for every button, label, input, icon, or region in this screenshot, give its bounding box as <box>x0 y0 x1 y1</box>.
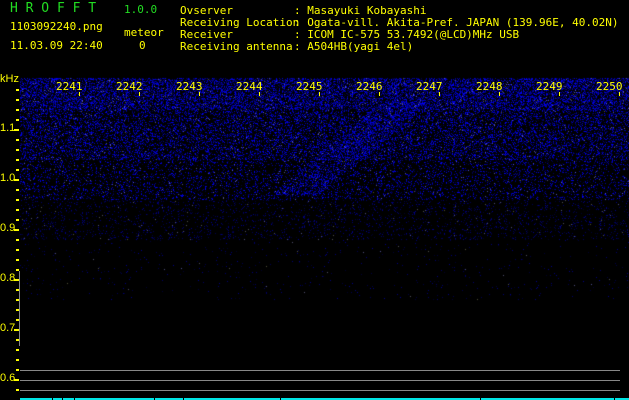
vertical-marker-line <box>19 271 20 346</box>
location-value: : Ogata-vill. Akita-Pref. JAPAN (139.96E… <box>294 16 619 29</box>
y-minor-tick <box>16 359 19 361</box>
y-minor-tick <box>16 209 19 211</box>
y-minor-tick <box>16 99 19 101</box>
x-tick-label: 2241 <box>56 80 83 93</box>
y-minor-tick <box>16 239 19 241</box>
y-minor-tick <box>16 89 19 91</box>
datetime: 11.03.09 22:40 <box>10 39 103 52</box>
x-tick-label: 2249 <box>536 80 563 93</box>
x-tick <box>379 92 380 96</box>
x-tick <box>439 92 440 96</box>
x-tick <box>139 92 140 96</box>
time-segment-bar <box>184 398 280 400</box>
x-tick-label: 2244 <box>236 80 263 93</box>
observer-label: Ovserver <box>180 4 233 17</box>
y-major-tick <box>14 279 19 281</box>
time-segment-bar <box>75 398 154 400</box>
y-minor-tick <box>16 139 19 141</box>
x-tick-label: 2243 <box>176 80 203 93</box>
time-segment-bar <box>481 398 614 400</box>
app-name: H R O F F T <box>10 1 97 16</box>
y-minor-tick <box>16 349 19 351</box>
y-minor-tick <box>16 219 19 221</box>
y-major-tick <box>14 229 19 231</box>
y-tick-label: 0.8 <box>0 272 16 284</box>
antenna-label: Receiving antenna <box>180 40 293 53</box>
y-minor-tick <box>16 389 19 391</box>
time-segment-bar <box>63 398 74 400</box>
y-tick-label: 0.6 <box>0 372 16 384</box>
meteor-count: 0 <box>139 39 146 52</box>
receiver-label: Receiver <box>180 28 233 41</box>
y-minor-tick <box>16 149 19 151</box>
y-tick-label: 0.9 <box>0 222 16 234</box>
y-minor-tick <box>16 249 19 251</box>
y-major-tick <box>14 379 19 381</box>
y-axis-unit: kHz <box>0 73 19 85</box>
y-minor-tick <box>16 339 19 341</box>
y-minor-tick <box>16 189 19 191</box>
y-minor-tick <box>16 259 19 261</box>
y-minor-tick <box>16 199 19 201</box>
y-minor-tick <box>16 169 19 171</box>
x-tick <box>559 92 560 96</box>
y-major-tick <box>14 179 19 181</box>
x-tick-label: 2248 <box>476 80 503 93</box>
x-tick-label: 2247 <box>416 80 443 93</box>
reference-line <box>20 380 620 381</box>
filename: 1103092240.png <box>10 20 103 33</box>
y-tick-label: 1.0 <box>0 172 16 184</box>
reference-line <box>20 370 620 371</box>
x-tick-label: 2245 <box>296 80 323 93</box>
y-minor-tick <box>16 309 19 311</box>
observer-value: : Masayuki Kobayashi <box>294 4 427 17</box>
receiver-value: : ICOM IC-575 53.7492(@LCD)MHz USB <box>294 28 520 41</box>
time-segment-bar <box>53 398 62 400</box>
x-tick <box>199 92 200 96</box>
x-tick <box>319 92 320 96</box>
y-minor-tick <box>16 289 19 291</box>
y-minor-tick <box>16 369 19 371</box>
y-major-tick <box>14 329 19 331</box>
time-segment-bar <box>281 398 480 400</box>
y-minor-tick <box>16 159 19 161</box>
y-minor-tick <box>16 319 19 321</box>
y-tick-label: 1.1 <box>0 122 16 134</box>
time-segment-bar <box>155 398 183 400</box>
antenna-value: : A504HB(yagi 4el) <box>294 40 414 53</box>
x-tick <box>619 92 620 96</box>
time-segment-bar <box>20 398 52 400</box>
x-tick <box>259 92 260 96</box>
x-tick <box>79 92 80 96</box>
y-minor-tick <box>16 269 19 271</box>
y-major-tick <box>14 129 19 131</box>
time-segment-bar <box>615 398 629 400</box>
x-tick-label: 2246 <box>356 80 383 93</box>
y-minor-tick <box>16 299 19 301</box>
meteor-label: meteor <box>124 26 164 39</box>
x-tick-label: 2242 <box>116 80 143 93</box>
y-tick-label: 0.7 <box>0 322 16 334</box>
x-tick <box>499 92 500 96</box>
reference-line <box>20 390 620 391</box>
app-version: 1.0.0 <box>124 3 158 16</box>
x-tick-label: 2250 <box>596 80 623 93</box>
location-label: Receiving Location <box>180 16 300 29</box>
y-minor-tick <box>16 119 19 121</box>
y-minor-tick <box>16 109 19 111</box>
